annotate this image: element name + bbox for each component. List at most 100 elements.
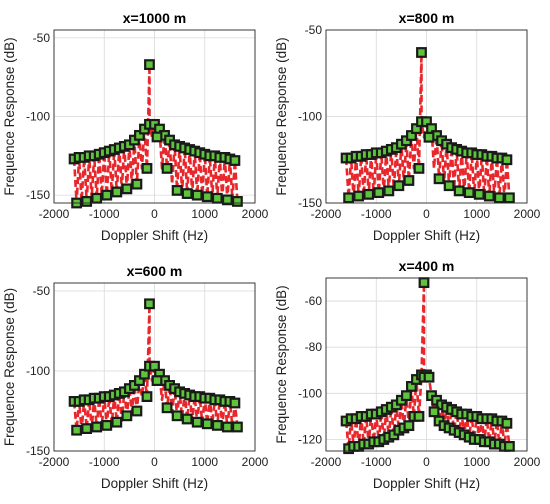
y-tick-label: -80 (305, 340, 323, 354)
x-tick-label: 1000 (463, 207, 490, 221)
y-tick-label: -150 (26, 188, 50, 202)
data-point (191, 189, 203, 201)
data-point (161, 402, 173, 414)
chart-title: x=600 m (127, 263, 183, 279)
data-point (161, 163, 173, 174)
data-point (463, 187, 475, 199)
x-tick-label: -2000 (311, 207, 342, 221)
x-tick-label: 0 (423, 207, 430, 221)
data-point (71, 424, 83, 436)
data-point (403, 175, 415, 186)
chart-title: x=800 m (399, 10, 455, 26)
data-point (81, 423, 93, 434)
data-point (504, 440, 515, 452)
data-point (211, 420, 223, 431)
x-tick-label: -2000 (311, 455, 342, 469)
data-point (453, 185, 465, 197)
data-point (221, 194, 233, 206)
data-point (141, 163, 153, 174)
x-axis-label: Doppler Shift (Hz) (373, 476, 480, 491)
y-tick-label: -50 (33, 284, 51, 298)
data-point (403, 420, 415, 432)
y-tick-label: -100 (26, 364, 50, 378)
data-point (353, 190, 365, 202)
x-tick-label: 0 (151, 207, 158, 221)
y-axis-label: Frequence Response (dB) (274, 285, 289, 443)
data-point (101, 420, 113, 431)
data-point (131, 178, 143, 190)
data-point (229, 397, 241, 409)
data-point (111, 186, 123, 198)
data-point (373, 187, 385, 199)
data-point (151, 131, 163, 143)
data-point (201, 418, 213, 430)
data-point (191, 416, 203, 428)
axes-frame (325, 277, 528, 452)
y-tick-label: -120 (298, 432, 322, 446)
y-tick-label: -50 (305, 23, 323, 37)
x-tick-label: -1000 (89, 207, 120, 221)
data-point (501, 417, 513, 429)
data-point-peak (416, 47, 427, 58)
data-point (171, 410, 183, 422)
x-tick-label: 2000 (242, 455, 269, 469)
data-point (91, 192, 103, 204)
axes-frame (325, 29, 528, 204)
x-tick-label: 2000 (514, 455, 541, 469)
data-point (111, 416, 123, 428)
data-point (211, 192, 223, 204)
x-tick-label: -1000 (361, 455, 392, 469)
data-point (229, 155, 241, 166)
data-point (232, 421, 243, 433)
y-tick-label: -100 (298, 110, 322, 124)
x-tick-label: 2000 (242, 207, 269, 221)
y-tick-label: -150 (298, 196, 322, 210)
x-axis-label: Doppler Shift (Hz) (373, 228, 480, 243)
subplot-2: -2000 -1000 0 1000 2000 -150 -100 -50 x=800 m Dop… (274, 10, 541, 243)
x-axis-label: Doppler Shift (Hz) (101, 228, 208, 243)
data-point (131, 405, 143, 417)
data-point-peak (144, 298, 155, 310)
data-point (504, 192, 515, 204)
chart-title: x=400 m (399, 258, 455, 274)
data-point-peak (418, 277, 430, 289)
y-axis-label: Frequence Response (dB) (2, 37, 17, 195)
data-point (181, 413, 193, 425)
data-point (91, 421, 103, 433)
axes-frame (53, 282, 256, 452)
data-point (121, 183, 133, 195)
y-tick-label: -50 (33, 31, 51, 45)
x-tick-label: 2000 (514, 207, 541, 221)
data-point (343, 192, 355, 204)
data-point (363, 188, 375, 200)
subplot-3: -2000 -1000 0 1000 2000 -150 -100 -50 x=600 m Dop… (2, 263, 269, 491)
data-point (171, 185, 183, 196)
data-point (101, 189, 113, 201)
x-tick-label: -2000 (39, 207, 70, 221)
data-point (433, 173, 445, 185)
x-tick-label: -1000 (89, 455, 120, 469)
data-point (151, 375, 163, 386)
x-tick-label: 1000 (463, 455, 490, 469)
chart-title: x=1000 m (123, 10, 186, 26)
data-point (393, 180, 405, 192)
subplot-4: -2000 -1000 0 1000 2000 -120 -100 -80 -60 x=400 m… (274, 258, 541, 491)
data-point (423, 371, 435, 383)
subplot-1: -2000 -1000 0 1000 2000 -150 -100 -50 x=1000 m Do… (2, 10, 269, 243)
data-point (401, 390, 412, 402)
data-point-peak (144, 59, 155, 70)
x-tick-label: -2000 (39, 455, 70, 469)
y-axis-label: Frequence Response (dB) (274, 37, 289, 195)
data-point (221, 421, 233, 433)
x-tick-label: -1000 (361, 207, 392, 221)
x-tick-label: 1000 (191, 455, 218, 469)
data-point (443, 180, 455, 192)
y-tick-label: -150 (26, 444, 50, 458)
y-tick-label: -100 (298, 386, 322, 400)
axes-frame (53, 29, 256, 204)
data-point (383, 185, 395, 197)
x-axis-label: Doppler Shift (Hz) (101, 476, 208, 491)
data-point (121, 410, 133, 422)
data-point (413, 163, 425, 174)
